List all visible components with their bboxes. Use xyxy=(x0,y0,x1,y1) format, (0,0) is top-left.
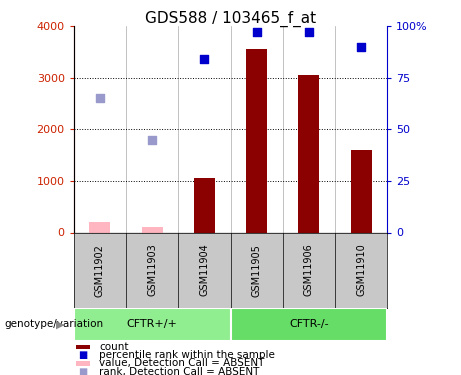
Bar xyxy=(351,150,372,232)
Text: GSM11902: GSM11902 xyxy=(95,244,105,297)
Text: CFTR+/+: CFTR+/+ xyxy=(127,320,177,329)
Text: value, Detection Call = ABSENT: value, Detection Call = ABSENT xyxy=(99,358,265,368)
Text: CFTR-/-: CFTR-/- xyxy=(289,320,329,329)
Text: percentile rank within the sample: percentile rank within the sample xyxy=(99,350,275,360)
Bar xyxy=(298,75,319,232)
Text: GSM11903: GSM11903 xyxy=(147,244,157,297)
Bar xyxy=(89,222,110,232)
Text: GSM11904: GSM11904 xyxy=(199,244,209,297)
Point xyxy=(201,56,208,62)
Bar xyxy=(194,178,215,232)
Point xyxy=(148,137,156,143)
Text: count: count xyxy=(99,342,129,352)
Text: ■: ■ xyxy=(78,367,88,375)
Point xyxy=(96,96,104,102)
Text: rank, Detection Call = ABSENT: rank, Detection Call = ABSENT xyxy=(99,367,260,375)
Point xyxy=(357,44,365,50)
Bar xyxy=(230,308,387,341)
Text: GSM11910: GSM11910 xyxy=(356,244,366,297)
Point xyxy=(253,30,260,36)
Point xyxy=(305,30,313,36)
Text: GSM11906: GSM11906 xyxy=(304,244,314,297)
Text: genotype/variation: genotype/variation xyxy=(5,320,104,329)
Text: GDS588 / 103465_f_at: GDS588 / 103465_f_at xyxy=(145,11,316,27)
Bar xyxy=(142,227,163,232)
Text: ■: ■ xyxy=(78,350,88,360)
Text: ▶: ▶ xyxy=(56,320,65,329)
Text: GSM11905: GSM11905 xyxy=(252,244,262,297)
Bar xyxy=(246,50,267,232)
Bar xyxy=(74,308,230,341)
